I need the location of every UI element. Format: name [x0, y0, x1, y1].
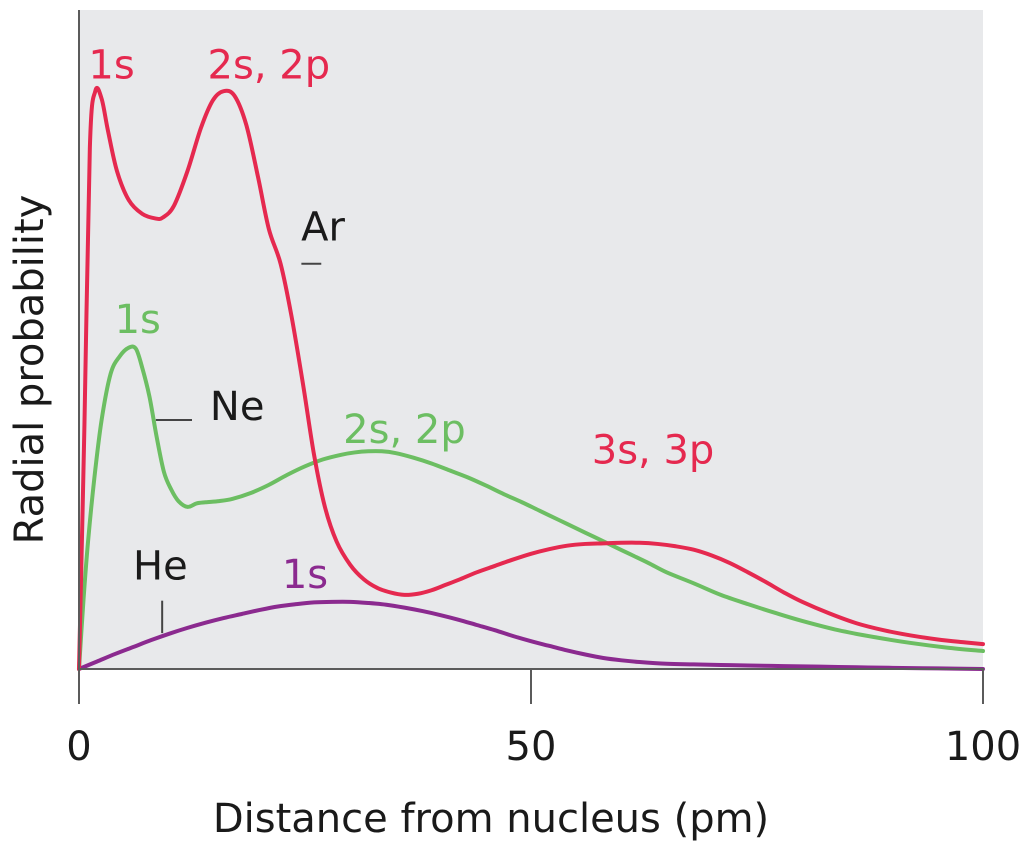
x-axis-label: Distance from nucleus (pm): [213, 796, 769, 842]
ticks-layer: 0 50 100: [66, 669, 1021, 770]
x-tick-label-50: 50: [506, 724, 557, 770]
leader-layer: [155, 262, 322, 634]
x-tick-label-0: 0: [66, 724, 91, 770]
ne-series-label: Ne: [210, 384, 265, 430]
ar-series-label: Ar: [301, 205, 345, 251]
series-line-ar: [77, 85, 985, 671]
ar-2s2p-label: 2s, 2p: [208, 42, 331, 88]
plot-background: [79, 10, 983, 669]
he-1s-label: 1s: [282, 552, 328, 598]
ne-2s2p-label: 2s, 2p: [343, 407, 466, 453]
x-tick-label-100: 100: [945, 724, 1021, 770]
series-line-he: [77, 599, 985, 671]
ar-1s-label: 1s: [88, 42, 134, 88]
ar-3s3p-label: 3s, 3p: [592, 427, 715, 473]
ne-1s-label: 1s: [115, 297, 161, 343]
y-axis-label: Radial probability: [7, 195, 53, 545]
annotation-layer: 1s 2s, 2p Ar 1s Ne 2s, 2p 3s, 3p He 1s: [88, 42, 714, 598]
series-line-ne: [77, 344, 985, 671]
he-series-label: He: [133, 543, 188, 589]
curves-layer: [77, 85, 985, 671]
